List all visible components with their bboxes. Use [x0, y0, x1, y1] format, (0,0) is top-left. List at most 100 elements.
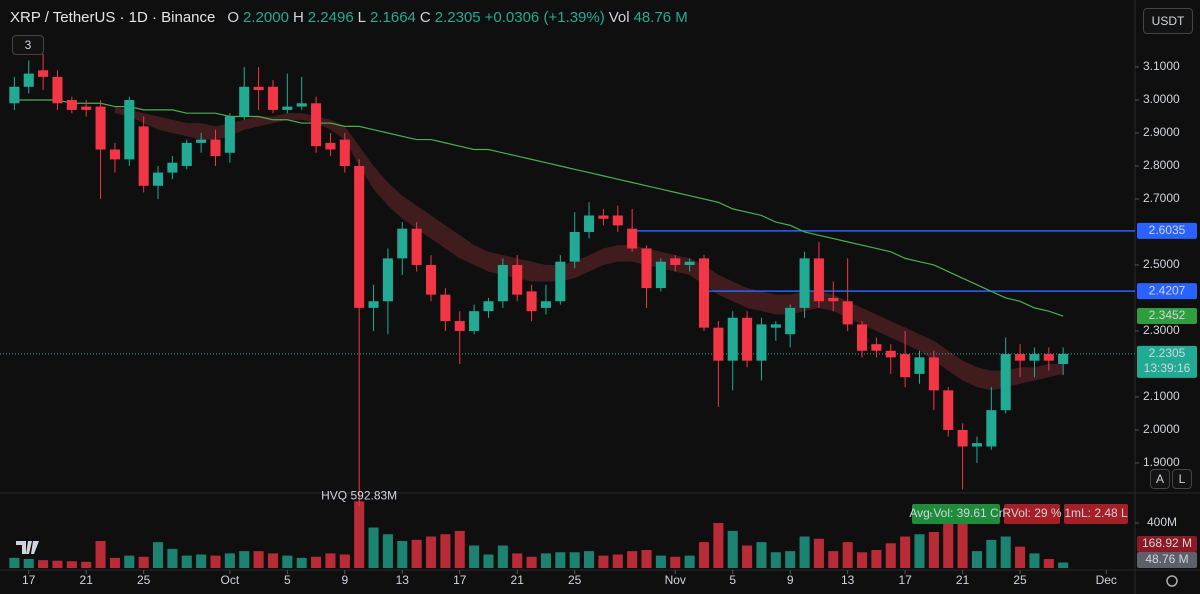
volume-bar [296, 557, 307, 568]
candle-body [598, 215, 609, 219]
candle-body [986, 410, 997, 447]
volume-bar [1000, 536, 1011, 568]
candle-body [1000, 354, 1011, 411]
candle-body [684, 261, 695, 265]
level-tag-box [1137, 222, 1197, 239]
y-tick-label: 2.3000 [1143, 323, 1180, 337]
candle-body [196, 139, 207, 143]
x-tick-label: 25 [1013, 573, 1027, 587]
level-tag: 2.4207 [1149, 283, 1186, 297]
candle-body [138, 126, 149, 186]
candle-body [540, 301, 551, 308]
volume-bar [971, 551, 982, 568]
candle-body [95, 106, 106, 150]
candle-body [871, 344, 882, 351]
volume-bar [627, 551, 638, 568]
candle-body [440, 294, 451, 322]
currency-select[interactable]: USDT [1143, 8, 1193, 34]
volume-bar [253, 551, 264, 568]
volume-bar [785, 551, 796, 568]
volume-bar [469, 545, 480, 568]
candle-body [856, 324, 868, 351]
currency: USDT [1151, 14, 1185, 28]
vol-value: 48.76 M [633, 9, 688, 26]
candle-body [153, 172, 164, 186]
candle-body [713, 327, 724, 361]
auto-button[interactable]: A [1150, 469, 1170, 489]
high-label: H [292, 9, 304, 26]
volume-bar [943, 523, 954, 568]
volume-bar [1029, 553, 1040, 568]
log-label: L [1178, 472, 1186, 486]
y-tick-label: 2.5000 [1143, 257, 1180, 271]
volume-bar [871, 550, 882, 568]
candle-body [411, 228, 422, 265]
candle-body [670, 258, 681, 265]
volume-bar [756, 542, 767, 568]
volume-bar [210, 555, 221, 568]
x-tick-label: 17 [898, 573, 912, 587]
volume-bar [181, 555, 192, 568]
candle-body [267, 86, 279, 110]
y-tick-label: 3.0000 [1143, 92, 1180, 106]
change: +0.0306 (+1.39%) [484, 9, 605, 26]
close-label: C [419, 9, 431, 26]
indicator-toggle[interactable]: 3 [12, 35, 44, 55]
volume-bar [928, 532, 939, 568]
candle-body [66, 99, 77, 110]
log-button[interactable]: L [1172, 469, 1192, 489]
volume-bar [986, 539, 997, 568]
volume-bar [411, 539, 422, 568]
x-tick-label: 21 [511, 573, 525, 587]
candle-body [9, 86, 20, 104]
candle-body [756, 324, 767, 361]
candle-body [1043, 354, 1054, 361]
candle-body [339, 139, 350, 166]
volume-bar [540, 553, 551, 568]
volume-bar [138, 556, 149, 568]
last-price-box [1137, 345, 1197, 378]
x-tick-label: 9 [341, 573, 348, 587]
x-tick-label: 13 [841, 573, 855, 587]
volume-bar [109, 557, 120, 568]
volume-bar [526, 556, 537, 568]
volume-bar [440, 534, 451, 568]
volume-bar [38, 560, 49, 568]
moving-average [14, 99, 1064, 317]
y-tick-label: 1.9000 [1143, 455, 1180, 469]
volume-bar [52, 560, 63, 568]
logo [16, 541, 39, 554]
volume-bar [813, 538, 824, 568]
volume-bar [1058, 562, 1069, 568]
y-tick-label: 2.7000 [1143, 191, 1180, 205]
candle-body [296, 103, 307, 107]
x-tick-label: 25 [137, 573, 151, 587]
stat-box [1064, 504, 1128, 524]
stat-box [1004, 504, 1060, 524]
volume-bar [311, 556, 322, 568]
ma-tag-box [1137, 308, 1197, 325]
volume-bar [354, 501, 365, 568]
volume-bar [742, 545, 753, 568]
volume-bar [1043, 559, 1054, 568]
candle-body [397, 228, 408, 259]
candle-body [727, 317, 738, 361]
symbol[interactable]: XRP / TetherUS · 1D · Binance [10, 9, 216, 26]
candle-body [928, 357, 939, 391]
candle-body [885, 350, 896, 358]
candle-body [914, 357, 925, 374]
volume-bar [81, 561, 92, 568]
volume-bar [670, 556, 681, 568]
candle-body [698, 258, 710, 328]
x-tick-label: 13 [396, 573, 410, 587]
volume-bar [23, 559, 34, 568]
volume-bar [828, 551, 839, 568]
volume-bar [196, 554, 207, 568]
volume-bar [239, 551, 250, 568]
y-tick-label: 2.9000 [1143, 125, 1180, 139]
open-value: 2.2000 [243, 9, 289, 26]
peak-volume-label: HVQ 592.83M [321, 489, 397, 503]
x-tick-label: 9 [787, 573, 794, 587]
